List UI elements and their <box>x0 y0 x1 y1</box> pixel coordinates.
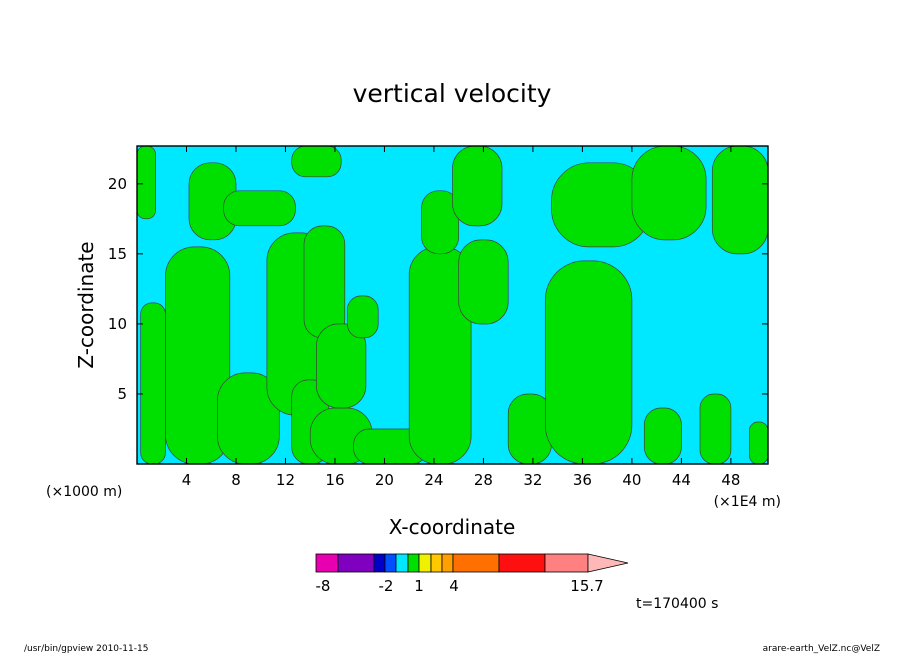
colorbar-cell <box>452 553 500 573</box>
colorbar-cell <box>395 553 409 573</box>
colorbar-cell <box>544 553 589 573</box>
y-tick-label: 10 <box>108 315 127 333</box>
positive-velocity-region <box>458 239 509 325</box>
x-tick-label: 44 <box>672 471 691 489</box>
x-tick-label: 28 <box>474 471 493 489</box>
colorbar-tick-label: 15.7 <box>570 577 603 595</box>
time-label: t=170400 s <box>636 596 718 612</box>
positive-velocity-region <box>223 190 296 227</box>
colorbar-tick-label: 1 <box>414 577 424 595</box>
positive-velocity-region <box>421 190 460 255</box>
positive-velocity-region <box>749 421 768 464</box>
x-tick-label: 36 <box>573 471 592 489</box>
x-tick-label: 8 <box>231 471 241 489</box>
colorbar-arrow <box>587 553 629 573</box>
positive-velocity-region <box>291 146 342 178</box>
positive-velocity-region <box>140 302 166 464</box>
positive-velocity-region <box>711 146 768 255</box>
x-unit-left: (×1000 m) <box>46 484 122 500</box>
colorbar: -8 -2 1 4 15.7 <box>315 553 629 595</box>
colorbar-cell <box>384 553 397 573</box>
y-tick-label: 20 <box>108 175 127 193</box>
y-tick-label: 15 <box>108 245 127 263</box>
x-tick-label: 24 <box>424 471 443 489</box>
positive-velocity-region <box>452 146 503 227</box>
y-axis-label: Z-coordinate <box>74 241 98 368</box>
positive-velocity-region <box>303 225 346 339</box>
colorbar-cell <box>441 553 454 573</box>
colorbar-tick-label: -2 <box>379 577 394 595</box>
colorbar-cell <box>373 553 386 573</box>
positive-velocity-region <box>316 323 367 409</box>
positive-velocity-region <box>137 146 156 220</box>
x-tick-label: 48 <box>721 471 740 489</box>
positive-velocity-region <box>346 295 379 339</box>
x-tick-label: 16 <box>325 471 344 489</box>
positive-velocity-region <box>631 146 707 241</box>
x-tick-label: 12 <box>276 471 295 489</box>
positive-velocity-region <box>643 407 682 464</box>
x-tick-label: 40 <box>622 471 641 489</box>
plot-frame <box>136 145 769 465</box>
colorbar-cell <box>418 553 432 573</box>
colorbar-tick-label: -8 <box>316 577 331 595</box>
colorbar-cell <box>407 553 420 573</box>
chart-title: vertical velocity <box>353 79 552 108</box>
x-tick-label: 32 <box>523 471 542 489</box>
x-unit-right: (×1E4 m) <box>714 494 781 510</box>
x-axis-label: X-coordinate <box>389 515 516 539</box>
colorbar-tick-label: 4 <box>449 577 459 595</box>
colorbar-cell <box>430 553 443 573</box>
colorbar-cell <box>498 553 546 573</box>
positive-velocity-region <box>699 393 732 464</box>
x-tick-label: 20 <box>375 471 394 489</box>
colorbar-cell <box>315 553 339 573</box>
footer-left: /usr/bin/gpview 2010-11-15 <box>24 644 148 654</box>
colorbar-cell <box>337 553 375 573</box>
positive-velocity-region <box>544 260 633 464</box>
footer-right: arare-earth_VelZ.nc@VelZ <box>763 644 880 654</box>
positive-velocity-region <box>165 246 231 464</box>
y-tick-label: 5 <box>117 385 127 403</box>
x-tick-label: 4 <box>182 471 192 489</box>
